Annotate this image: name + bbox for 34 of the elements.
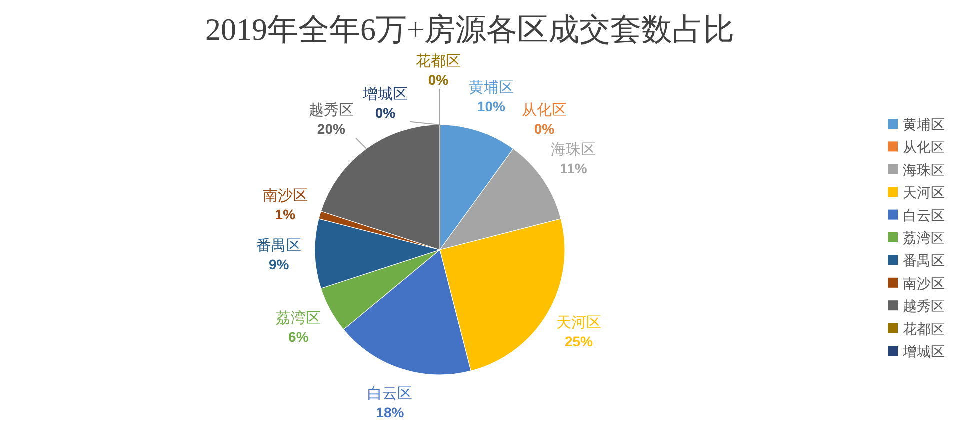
slice-label: 越秀区 <box>308 102 354 120</box>
legend-label: 黄埔区 <box>903 116 945 132</box>
slice-label: 天河区 <box>556 314 602 332</box>
data-label: 18% <box>376 404 405 421</box>
legend-label: 越秀区 <box>903 298 945 314</box>
category-label: 从化区 <box>522 102 567 120</box>
slice-label: 海珠区 <box>551 142 596 159</box>
legend-label: 花都区 <box>903 320 945 337</box>
data-label: 25% <box>564 334 594 350</box>
legend-label: 南沙区 <box>903 275 945 292</box>
data-label: 9% <box>268 256 290 273</box>
legend-label: 番禺区 <box>903 252 945 269</box>
legend-label: 从化区 <box>903 139 945 156</box>
category-label: 增城区 <box>362 86 408 103</box>
slice-label: 白云区 <box>368 386 413 403</box>
text: 0% <box>534 121 555 138</box>
legend-label: 荔湾区 <box>903 230 945 246</box>
data-label: 6% <box>288 329 310 346</box>
data-label: 1% <box>275 206 296 223</box>
data-label: 11% <box>560 160 588 177</box>
category-label: 花都区 <box>416 53 461 70</box>
legend-label: 海珠区 <box>903 162 945 178</box>
slice-label: 番禺区 <box>256 238 302 255</box>
legend-label: 白云区 <box>903 207 945 224</box>
slice-label: 黄埔区 <box>468 79 514 96</box>
text: 0% <box>428 72 449 88</box>
legend-label: 天河区 <box>903 184 945 201</box>
title: 2019年全年6万+房源各区成交套数占比 <box>206 12 734 47</box>
legend-label: 增城区 <box>902 344 945 360</box>
slice-label: 南沙区 <box>262 188 308 205</box>
data-label: 10% <box>477 98 506 114</box>
text: 0% <box>375 104 396 121</box>
data-label: 20% <box>317 121 346 138</box>
slice-label: 荔湾区 <box>276 310 322 328</box>
